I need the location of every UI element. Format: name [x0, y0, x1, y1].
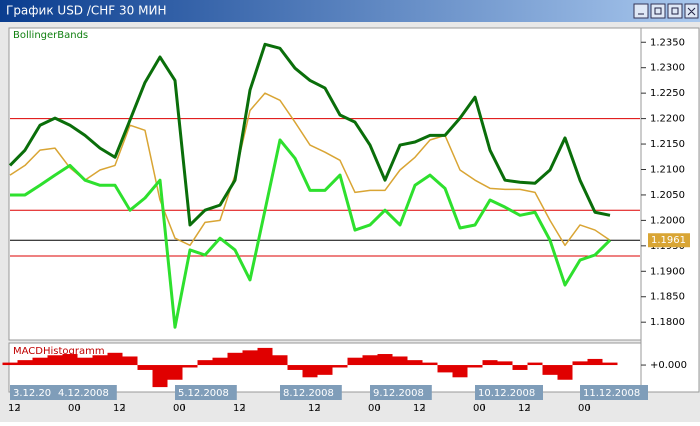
histogram-bar	[497, 361, 513, 366]
histogram-bar	[272, 355, 288, 366]
date-label: 5.12.2008	[178, 388, 229, 399]
histogram-bar	[32, 357, 48, 366]
x-tick-label: 12	[113, 403, 126, 414]
last-price-label: 1.1961	[651, 235, 686, 246]
date-box	[10, 385, 60, 400]
y-tick-label: 1.2250	[650, 88, 685, 99]
y-tick-label: 1.1800	[650, 317, 685, 328]
histogram-bar	[347, 357, 363, 366]
histogram-bar	[587, 358, 603, 366]
indicator-title: MACDHistogramm	[13, 346, 105, 357]
histogram-bar	[557, 365, 573, 380]
date-label: 8.12.2008	[283, 388, 334, 399]
histogram-bar	[572, 361, 588, 366]
histogram-bar	[287, 365, 303, 370]
y-tick-label: 1.2150	[650, 139, 685, 150]
series-line	[8, 42, 611, 227]
histogram-bar	[362, 355, 378, 366]
date-label: 4.12.2008	[58, 388, 109, 399]
window-buttons[interactable]	[633, 3, 699, 19]
histogram-bar	[152, 365, 168, 388]
x-tick-label: 12	[413, 403, 426, 414]
histogram-bar	[197, 360, 213, 366]
x-tick-label: 12	[308, 403, 321, 414]
date-box	[475, 385, 543, 400]
histogram-bar	[602, 362, 618, 366]
histogram-bar	[77, 357, 93, 366]
x-tick-label: 00	[368, 403, 381, 414]
date-box	[370, 385, 432, 400]
y-tick-label: 1.2350	[650, 37, 685, 48]
histogram-bar	[542, 365, 558, 375]
price-scale	[640, 27, 700, 393]
x-tick-label: 12	[233, 403, 246, 414]
x-tick-label: 00	[68, 403, 81, 414]
date-box	[55, 385, 117, 400]
histogram-bar	[452, 365, 468, 378]
histogram-bar	[482, 360, 498, 366]
histogram-bar	[182, 365, 198, 368]
histogram-bar	[302, 365, 318, 378]
y-tick-label: 1.2000	[650, 215, 685, 226]
title-bar	[0, 0, 700, 22]
histogram-bar	[122, 356, 138, 366]
date-label: 9.12.2008	[373, 388, 424, 399]
histogram-bar	[17, 360, 33, 366]
histogram-bar	[422, 362, 438, 366]
last-price-box	[648, 233, 690, 248]
histogram-bar	[62, 354, 78, 366]
indicator-title: BollingerBands	[13, 30, 88, 41]
histogram-bar	[92, 355, 108, 366]
histogram-bar	[257, 347, 273, 366]
histogram-bar	[137, 365, 153, 370]
y-tick-label: 1.1850	[650, 292, 685, 303]
histogram-bar	[212, 357, 228, 366]
minimize-button[interactable]	[633, 3, 649, 19]
histogram-bar	[407, 360, 423, 366]
series-line	[10, 138, 612, 329]
date-label: 10.12.2008	[478, 388, 535, 399]
y-tick-label: 1.2100	[650, 164, 685, 175]
y-tick-label: 1.1900	[650, 266, 685, 277]
histogram-bar	[167, 365, 183, 380]
histogram-bar	[527, 362, 543, 366]
date-box	[175, 385, 237, 400]
x-tick-label: 12	[8, 403, 21, 414]
y-tick-label: 1.2300	[650, 63, 685, 74]
x-tick-label: 00	[173, 403, 186, 414]
y-tick-label: +0.000	[650, 360, 687, 371]
histogram-bar	[242, 350, 258, 366]
date-label: 11.12.2008	[583, 388, 640, 399]
histogram-bar	[317, 365, 333, 375]
restore-button[interactable]	[650, 3, 666, 19]
date-box	[280, 385, 342, 400]
button-icons	[638, 7, 696, 16]
histogram-bar	[332, 365, 348, 368]
x-tick-label: 12	[518, 403, 531, 414]
x-tick-label: 00	[473, 403, 486, 414]
histogram-bar	[107, 352, 123, 366]
histogram-bar	[392, 356, 408, 366]
y-tick-label: 1.2050	[650, 190, 685, 201]
histogram-bar	[2, 362, 18, 366]
series-line	[9, 92, 611, 247]
histogram-bar	[227, 352, 243, 366]
date-box	[580, 385, 648, 400]
date-label: 3.12.20	[13, 388, 51, 399]
x-tick-label: 00	[578, 403, 591, 414]
maximize-button[interactable]	[667, 3, 683, 19]
histogram-bar	[47, 355, 63, 366]
histogram-bar	[437, 365, 453, 373]
histogram-bar	[377, 354, 393, 366]
window-title: График USD /CHF 30 МИН	[6, 4, 166, 18]
y-tick-label: 1.2200	[650, 114, 685, 125]
histogram-bar	[512, 365, 528, 370]
histogram-bar	[467, 365, 483, 368]
